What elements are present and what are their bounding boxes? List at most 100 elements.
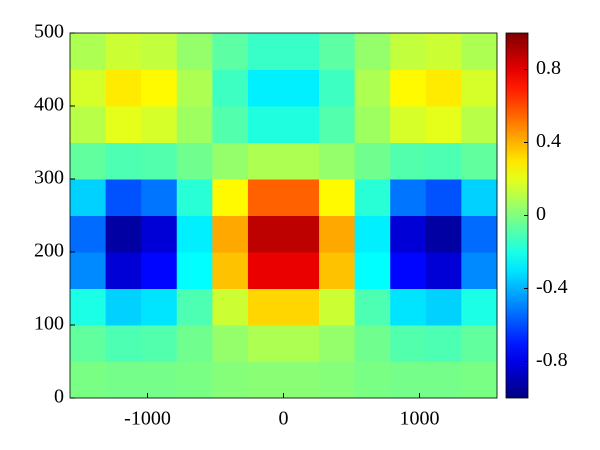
heatmap-cell — [354, 142, 391, 180]
x-tick-label: -1000 — [124, 408, 171, 430]
heatmap-cell — [212, 69, 249, 107]
heatmap-cell — [354, 69, 391, 107]
x-tick-label: 0 — [279, 408, 289, 430]
heatmap-cell — [176, 361, 213, 399]
heatmap-cell — [283, 69, 320, 107]
heatmap-cell — [176, 325, 213, 362]
heatmap-cell — [354, 288, 391, 326]
heatmap-cell — [319, 325, 356, 362]
x-tick-label: 1000 — [399, 408, 439, 430]
colorbar-tick-label: 0 — [536, 203, 546, 225]
heatmap-cell — [461, 252, 498, 289]
heatmap-cell — [283, 106, 320, 143]
heatmap-cell — [461, 288, 498, 326]
heatmap-cell — [283, 252, 320, 289]
heatmap-cell — [70, 179, 107, 216]
heatmap-cell — [247, 179, 284, 216]
heatmap-cell — [247, 361, 284, 399]
heatmap-cell — [425, 252, 462, 289]
heatmap-cell — [425, 142, 462, 180]
heatmap-cell — [390, 361, 427, 399]
heatmap-cell — [425, 325, 462, 362]
heatmap-cell — [247, 69, 284, 107]
heatmap-cell — [212, 288, 249, 326]
heatmap-cell — [141, 325, 178, 362]
colorbar-tick-label: 0.8 — [536, 57, 561, 79]
heatmap-cell — [212, 179, 249, 216]
heatmap-cell — [354, 179, 391, 216]
heatmap-cell — [141, 288, 178, 326]
heatmap-cell — [319, 252, 356, 289]
colorbar-tick-label: 0.4 — [536, 130, 561, 152]
heatmap-cell — [105, 325, 142, 362]
heatmap-cell — [70, 361, 107, 399]
y-tick-label: 400 — [34, 94, 64, 116]
heatmap-cell — [319, 288, 356, 326]
heatmap-cell — [319, 179, 356, 216]
heatmap-cell — [283, 33, 320, 70]
heatmap-cell — [425, 33, 462, 70]
heatmap-cell — [70, 252, 107, 289]
heatmap-cell — [283, 179, 320, 216]
heatmap-cell — [390, 179, 427, 216]
heatmap-cell — [70, 142, 107, 180]
heatmap-cell — [425, 215, 462, 253]
heatmap-cell — [212, 33, 249, 70]
heatmap-cell — [461, 142, 498, 180]
y-tick-label: 500 — [34, 21, 64, 43]
y-tick-label: 100 — [34, 313, 64, 335]
heatmap-cell — [105, 252, 142, 289]
heatmap-cell — [212, 252, 249, 289]
heatmap-cell — [70, 69, 107, 107]
heatmap-cell — [176, 106, 213, 143]
y-tick-label: 0 — [54, 386, 64, 408]
heatmap-cell — [354, 361, 391, 399]
heatmap-cell — [70, 325, 107, 362]
heatmap-cell — [354, 106, 391, 143]
heatmap-cell — [425, 288, 462, 326]
y-tick-label: 300 — [34, 167, 64, 189]
heatmap-cell — [105, 361, 142, 399]
heatmap-cell — [70, 106, 107, 143]
heatmap-cell — [176, 142, 213, 180]
heatmap-cell — [105, 179, 142, 216]
heatmap-cell — [425, 361, 462, 399]
heatmap-cell — [105, 69, 142, 107]
heatmap-cell — [461, 179, 498, 216]
heatmap-cell — [141, 33, 178, 70]
heatmap-cell — [283, 288, 320, 326]
heatmap-cell — [319, 361, 356, 399]
heatmap-cell — [141, 179, 178, 216]
heatmap-cell — [461, 69, 498, 107]
heatmap-cell — [247, 33, 284, 70]
heatmap-cell — [247, 325, 284, 362]
heatmap-cell — [425, 69, 462, 107]
heatmap-cell — [354, 325, 391, 362]
heatmap-cell — [319, 142, 356, 180]
heatmap-cell — [319, 33, 356, 70]
heatmap-cell — [461, 33, 498, 70]
heatmap-cell — [283, 325, 320, 362]
heatmap-cell — [70, 215, 107, 253]
colorbar-tick-label: -0.8 — [536, 349, 568, 371]
y-tick-label: 200 — [34, 240, 64, 262]
heatmap-cell — [176, 179, 213, 216]
heatmap-cell — [247, 215, 284, 253]
heatmap-cell — [390, 142, 427, 180]
heatmap-cell — [283, 361, 320, 399]
heatmap-cell — [390, 69, 427, 107]
heatmap-cell — [390, 33, 427, 70]
heatmap-cell — [461, 106, 498, 143]
heatmap-cell — [105, 106, 142, 143]
heatmap-cell — [461, 361, 498, 399]
heatmap-cell — [354, 33, 391, 70]
heatmap-cell — [319, 106, 356, 143]
heatmap-cell — [141, 252, 178, 289]
heatmap-cell — [390, 288, 427, 326]
heatmap-cell — [354, 252, 391, 289]
heatmap-cell — [247, 142, 284, 180]
heatmap-cell — [70, 33, 107, 70]
heatmap-cell — [105, 33, 142, 70]
heatmap-cell — [354, 215, 391, 253]
